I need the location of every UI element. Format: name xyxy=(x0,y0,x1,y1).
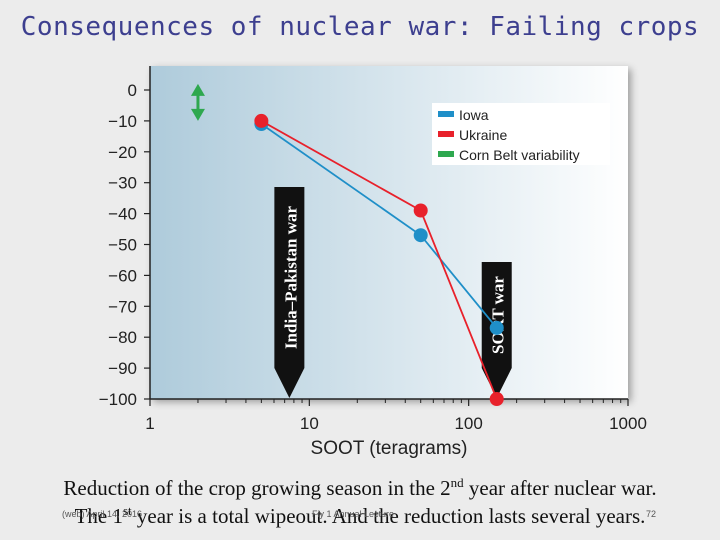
legend-swatch-ukraine xyxy=(438,131,454,137)
legend-swatch-iowa xyxy=(438,111,454,117)
y-tick-label: −70 xyxy=(108,297,137,316)
slide-title: Consequences of nuclear war: Failing cro… xyxy=(20,12,700,42)
series-ukraine-point xyxy=(254,113,269,128)
y-tick-label: −40 xyxy=(108,205,137,224)
series-iowa-point xyxy=(413,228,428,243)
y-tick-label: −30 xyxy=(108,174,137,193)
series-ukraine-point xyxy=(489,392,504,406)
y-tick-label: −80 xyxy=(108,328,137,347)
series-ukraine-point xyxy=(413,203,428,218)
x-axis-label: SOOT (teragrams) xyxy=(311,438,468,459)
marker-sort-war-label: SORT war xyxy=(489,276,508,354)
caption-line-1: Reduction of the crop growing season in … xyxy=(63,475,657,500)
corn-belt-variability xyxy=(190,83,205,121)
y-tick-label: −90 xyxy=(108,359,137,378)
series-iowa-point xyxy=(489,320,504,335)
footer-page-number: 72 xyxy=(646,509,657,519)
x-tick-label: 1 xyxy=(145,414,154,433)
y-tick-label: −100 xyxy=(99,390,137,409)
x-tick-label: 10 xyxy=(300,414,319,433)
footer-date: (web) April 14, 2016 xyxy=(62,509,143,519)
legend-label-iowa: Iowa xyxy=(459,107,489,123)
chart-axes: 0 −10 −20 −30 −40 −50 −60 −70 −80 −90 −100 1 10 100 10… xyxy=(99,66,647,459)
y-tick-label: −50 xyxy=(108,236,137,255)
series-layer xyxy=(254,113,504,406)
y-tick-label: 0 xyxy=(128,81,137,100)
y-tick-label: −20 xyxy=(108,143,137,162)
x-tick-label: 1000 xyxy=(609,414,647,433)
variability-arrow-up xyxy=(190,83,205,96)
footer-event: Fiy 1 Annual Lecture xyxy=(312,509,395,519)
marker-india-pakistan-war-label: India–Pakistan war xyxy=(281,205,300,349)
y-tick-label: −60 xyxy=(108,266,137,285)
marker-india-pakistan-war-arrow xyxy=(274,187,305,398)
y-tick-label: −10 xyxy=(108,112,137,131)
legend-box xyxy=(432,103,610,165)
legend-swatch-corn-belt-variability xyxy=(438,151,454,157)
chart-legend: Iowa Ukraine Corn Belt variability xyxy=(432,103,610,165)
caption-line-2: The 1st year is a total wipeout. And the… xyxy=(74,503,646,528)
legend-label-ukraine: Ukraine xyxy=(459,127,507,143)
legend-label-corn-belt-variability: Corn Belt variability xyxy=(459,147,580,163)
variability-arrow-down xyxy=(190,108,205,121)
crop-reduction-chart: 0 −10 −20 −30 −40 −50 −60 −70 −80 −90 −100 1 10 100 10… xyxy=(99,66,647,459)
x-tick-label: 100 xyxy=(454,414,482,433)
